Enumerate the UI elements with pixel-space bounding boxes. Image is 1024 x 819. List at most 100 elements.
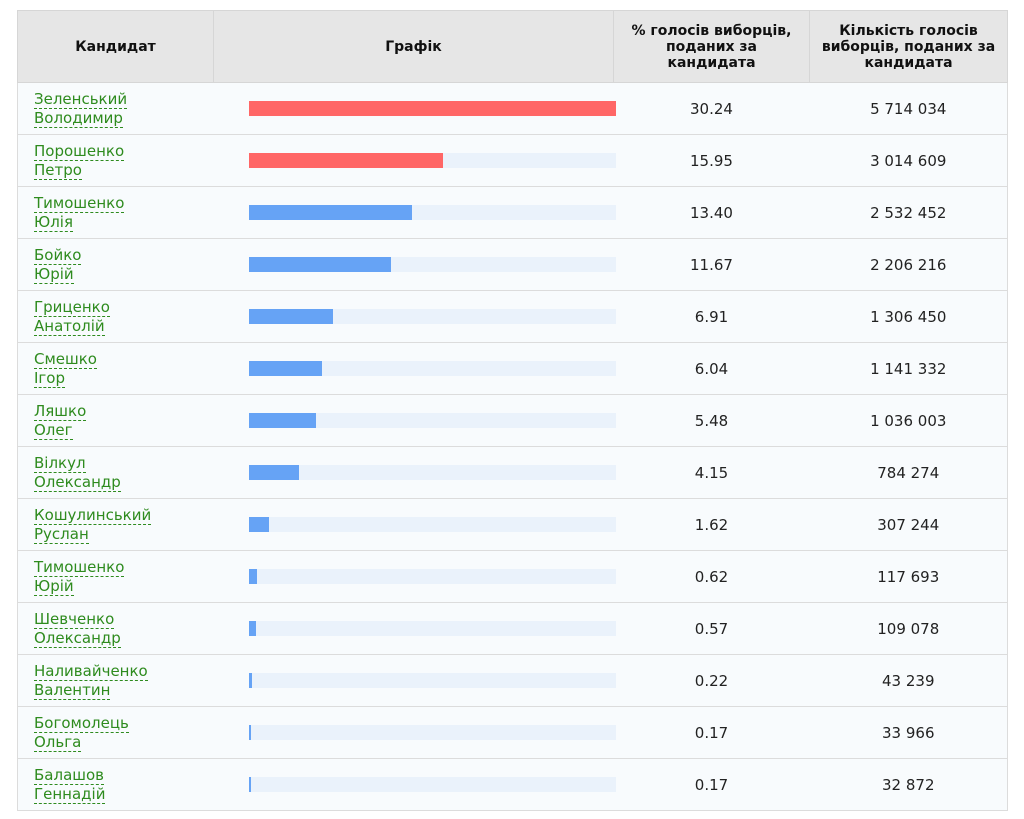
bar-fill bbox=[248, 205, 412, 220]
candidate-surname-link[interactable]: Тимошенко bbox=[34, 557, 125, 577]
candidate-given-name-link[interactable]: Анатолій bbox=[34, 316, 105, 336]
bar-fill bbox=[248, 673, 252, 688]
header-chart[interactable]: Графік bbox=[213, 10, 614, 83]
bar-track bbox=[248, 361, 616, 376]
candidate-given-name-link[interactable]: Олександр bbox=[34, 472, 121, 492]
chart-cell bbox=[213, 394, 616, 447]
table-row: Тимошенко Юрій 0.62 117 693 bbox=[17, 550, 1008, 603]
candidate-given-name-link[interactable]: Ігор bbox=[34, 368, 66, 388]
percent-cell: 0.22 bbox=[613, 654, 810, 707]
bar-track bbox=[248, 517, 616, 532]
votes-cell: 1 306 450 bbox=[809, 290, 1008, 343]
percent-cell: 30.24 bbox=[613, 82, 810, 135]
header-candidate[interactable]: Кандидат bbox=[17, 10, 214, 83]
candidate-cell: Ляшко Олег bbox=[17, 394, 214, 447]
percent-cell: 0.62 bbox=[613, 550, 810, 603]
chart-cell bbox=[213, 238, 616, 291]
bar-fill bbox=[248, 361, 322, 376]
percent-cell: 0.17 bbox=[613, 758, 810, 811]
percent-cell: 6.91 bbox=[613, 290, 810, 343]
bar-track bbox=[248, 621, 616, 636]
bar-track bbox=[248, 725, 616, 740]
bar-track bbox=[248, 205, 616, 220]
chart-cell bbox=[213, 134, 616, 187]
bar-fill bbox=[248, 257, 391, 272]
bar-track bbox=[248, 413, 616, 428]
candidate-surname-link[interactable]: Вілкул bbox=[34, 453, 86, 473]
votes-cell: 32 872 bbox=[809, 758, 1008, 811]
bar-track bbox=[248, 257, 616, 272]
candidate-surname-link[interactable]: Тимошенко bbox=[34, 193, 125, 213]
bar-fill bbox=[248, 621, 256, 636]
candidate-cell: Кошулинський Руслан bbox=[17, 498, 214, 551]
header-percent[interactable]: % голосів виборців, поданих за кандидата bbox=[613, 10, 810, 83]
candidate-surname-link[interactable]: Порошенко bbox=[34, 141, 125, 161]
bar-fill bbox=[248, 465, 299, 480]
candidate-given-name-link[interactable]: Олександр bbox=[34, 628, 121, 648]
candidate-cell: Гриценко Анатолій bbox=[17, 290, 214, 343]
bar-track bbox=[248, 569, 616, 584]
candidate-given-name-link[interactable]: Ольга bbox=[34, 732, 82, 752]
candidate-surname-link[interactable]: Балашов bbox=[34, 765, 105, 785]
bar-fill bbox=[248, 569, 257, 584]
candidate-cell: Наливайченко Валентин bbox=[17, 654, 214, 707]
candidate-given-name-link[interactable]: Петро bbox=[34, 160, 82, 180]
candidate-surname-link[interactable]: Кошулинський bbox=[34, 505, 152, 525]
results-table-container: Кандидат Графік % голосів виборців, пода… bbox=[17, 10, 1008, 811]
candidate-given-name-link[interactable]: Валентин bbox=[34, 680, 111, 700]
candidate-surname-link[interactable]: Богомолець bbox=[34, 713, 129, 733]
chart-cell bbox=[213, 550, 616, 603]
candidate-cell: Тимошенко Юрій bbox=[17, 550, 214, 603]
table-row: Балашов Геннадій 0.17 32 872 bbox=[17, 758, 1008, 811]
table-row: Зеленський Володимир 30.24 5 714 034 bbox=[17, 82, 1008, 135]
percent-cell: 11.67 bbox=[613, 238, 810, 291]
chart-cell bbox=[213, 602, 616, 655]
bar-fill bbox=[248, 413, 316, 428]
candidate-given-name-link[interactable]: Володимир bbox=[34, 108, 123, 128]
bar-track bbox=[248, 777, 616, 792]
percent-cell: 6.04 bbox=[613, 342, 810, 395]
chart-cell bbox=[213, 446, 616, 499]
votes-cell: 2 532 452 bbox=[809, 186, 1008, 239]
table-row: Кошулинський Руслан 1.62 307 244 bbox=[17, 498, 1008, 551]
candidate-cell: Балашов Геннадій bbox=[17, 758, 214, 811]
table-row: Бойко Юрій 11.67 2 206 216 bbox=[17, 238, 1008, 291]
candidate-cell: Смешко Ігор bbox=[17, 342, 214, 395]
votes-cell: 5 714 034 bbox=[809, 82, 1008, 135]
votes-cell: 1 036 003 bbox=[809, 394, 1008, 447]
table-row: Тимошенко Юлія 13.40 2 532 452 bbox=[17, 186, 1008, 239]
candidate-surname-link[interactable]: Гриценко bbox=[34, 297, 110, 317]
candidate-given-name-link[interactable]: Юрій bbox=[34, 264, 74, 284]
header-row: Кандидат Графік % голосів виборців, пода… bbox=[17, 10, 1008, 83]
votes-cell: 43 239 bbox=[809, 654, 1008, 707]
candidate-surname-link[interactable]: Зеленський bbox=[34, 89, 128, 109]
chart-cell bbox=[213, 706, 616, 759]
header-votes[interactable]: Кількість голосів виборців, поданих за к… bbox=[809, 10, 1008, 83]
percent-cell: 0.57 bbox=[613, 602, 810, 655]
table-row: Наливайченко Валентин 0.22 43 239 bbox=[17, 654, 1008, 707]
candidate-given-name-link[interactable]: Руслан bbox=[34, 524, 89, 544]
candidate-surname-link[interactable]: Ляшко bbox=[34, 401, 87, 421]
candidate-cell: Шевченко Олександр bbox=[17, 602, 214, 655]
votes-cell: 784 274 bbox=[809, 446, 1008, 499]
candidate-given-name-link[interactable]: Юлія bbox=[34, 212, 73, 232]
percent-cell: 13.40 bbox=[613, 186, 810, 239]
candidate-given-name-link[interactable]: Геннадій bbox=[34, 784, 106, 804]
candidate-given-name-link[interactable]: Олег bbox=[34, 420, 73, 440]
votes-cell: 307 244 bbox=[809, 498, 1008, 551]
table-body: Зеленський Володимир 30.24 5 714 034 Пор… bbox=[17, 82, 1008, 811]
bar-track bbox=[248, 465, 616, 480]
bar-track bbox=[248, 673, 616, 688]
chart-cell bbox=[213, 82, 616, 135]
candidate-cell: Бойко Юрій bbox=[17, 238, 214, 291]
percent-cell: 5.48 bbox=[613, 394, 810, 447]
candidate-cell: Вілкул Олександр bbox=[17, 446, 214, 499]
candidate-surname-link[interactable]: Шевченко bbox=[34, 609, 115, 629]
candidate-given-name-link[interactable]: Юрій bbox=[34, 576, 74, 596]
bar-track bbox=[248, 153, 616, 168]
candidate-surname-link[interactable]: Бойко bbox=[34, 245, 82, 265]
candidate-surname-link[interactable]: Смешко bbox=[34, 349, 97, 369]
candidate-surname-link[interactable]: Наливайченко bbox=[34, 661, 148, 681]
candidate-cell: Богомолець Ольга bbox=[17, 706, 214, 759]
table-row: Вілкул Олександр 4.15 784 274 bbox=[17, 446, 1008, 499]
